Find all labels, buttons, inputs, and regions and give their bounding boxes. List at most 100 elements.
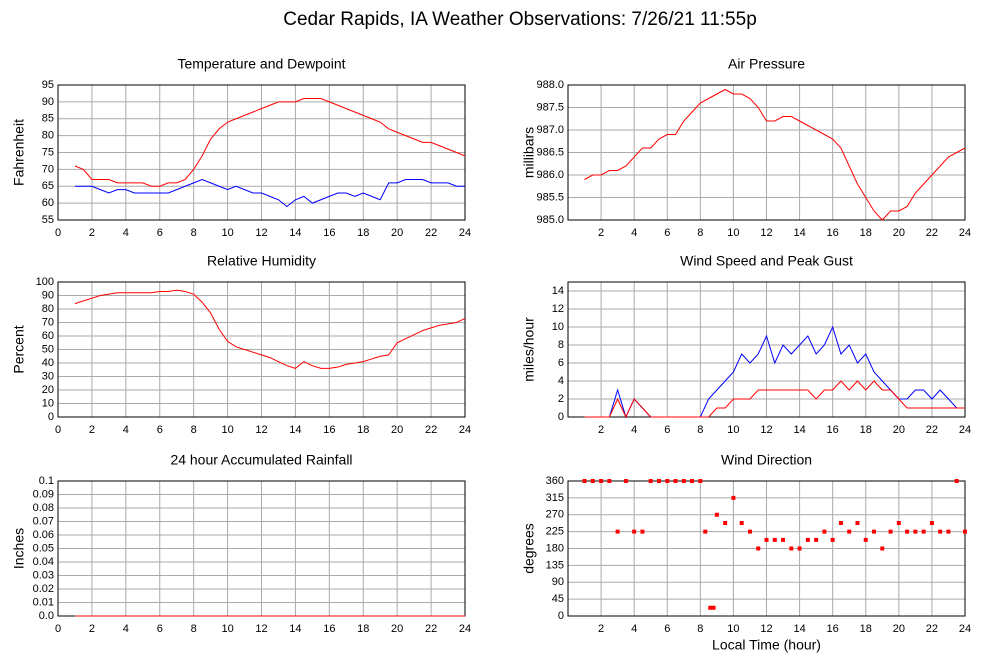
y-tick-label: 0 — [48, 411, 54, 423]
y-tick-label: 4 — [558, 375, 564, 387]
data-point — [822, 529, 827, 534]
x-tick-label: 20 — [893, 424, 905, 436]
data-point — [632, 529, 637, 534]
y-tick-label: 60 — [42, 330, 54, 342]
x-tick-label: 20 — [391, 424, 403, 436]
x-tick-label: 4 — [123, 424, 129, 436]
x-tick-label: 22 — [425, 227, 437, 239]
data-point — [723, 521, 728, 525]
data-point — [880, 546, 885, 551]
data-point — [648, 479, 653, 483]
data-point — [847, 529, 852, 534]
x-tick-label: 8 — [697, 424, 703, 436]
data-point — [703, 529, 708, 534]
x-tick-label: 18 — [860, 227, 872, 239]
y-tick-label: 0.09 — [33, 488, 54, 500]
data-point — [789, 546, 794, 551]
data-point — [714, 512, 719, 517]
x-tick-label: 24 — [459, 227, 471, 239]
x-tick-label: 8 — [191, 623, 197, 635]
y-tick-label: 65 — [42, 180, 54, 192]
y-tick-label: 988.0 — [536, 79, 564, 91]
data-point — [764, 537, 769, 542]
y-tick-label: 75 — [42, 146, 54, 158]
plot-frame — [567, 281, 966, 418]
data-point — [781, 537, 786, 542]
x-tick-label: 8 — [191, 227, 197, 239]
data-line — [74, 178, 465, 208]
x-tick-label: 22 — [926, 227, 938, 239]
y-tick-label: 80 — [42, 303, 54, 315]
y-tick-label: 70 — [42, 163, 54, 175]
x-tick-label: 0 — [55, 623, 61, 635]
y-tick-label: 45 — [552, 593, 564, 605]
y-tick-label: 0.08 — [33, 502, 54, 514]
data-point — [747, 529, 752, 534]
x-tick-label: 10 — [221, 623, 233, 635]
x-tick-label: 22 — [425, 623, 437, 635]
y-tick-label: 55 — [42, 214, 54, 226]
y-tick-label: 0.01 — [33, 596, 54, 608]
plot-frame — [57, 281, 466, 418]
y-tick-label: 8 — [558, 339, 564, 351]
data-point — [921, 529, 926, 534]
y-axis-label: Fahrenheit — [11, 119, 27, 186]
data-point — [954, 479, 959, 483]
x-tick-label: 24 — [459, 623, 471, 635]
data-point — [863, 537, 868, 542]
data-point — [963, 529, 967, 534]
x-tick-label: 22 — [926, 424, 938, 436]
y-tick-label: 60 — [42, 197, 54, 209]
x-tick-label: 14 — [793, 623, 805, 635]
y-tick-label: 985.5 — [536, 191, 564, 203]
data-point — [623, 479, 628, 483]
y-tick-label: 30 — [42, 370, 54, 382]
y-tick-label: 85 — [42, 113, 54, 125]
x-tick-label: 14 — [289, 623, 301, 635]
y-tick-label: 12 — [552, 303, 564, 315]
x-tick-label: 14 — [289, 227, 301, 239]
x-tick-label: 4 — [631, 623, 637, 635]
x-tick-label: 2 — [89, 424, 95, 436]
x-tick-label: 4 — [631, 227, 637, 239]
x-tick-label: 8 — [191, 424, 197, 436]
x-tick-label: 20 — [893, 623, 905, 635]
x-tick-label: 0 — [55, 424, 61, 436]
y-axis-label: Inches — [11, 528, 27, 569]
y-tick-label: 987.5 — [536, 101, 564, 113]
y-tick-label: 0 — [558, 610, 564, 622]
y-tick-label: 270 — [546, 509, 564, 521]
y-tick-label: 40 — [42, 357, 54, 369]
x-tick-label: 6 — [664, 623, 670, 635]
x-tick-label: 10 — [727, 227, 739, 239]
data-point — [905, 529, 910, 534]
data-line — [74, 98, 466, 187]
x-tick-label: 14 — [793, 227, 805, 239]
data-point — [896, 521, 901, 525]
data-point — [681, 479, 686, 483]
x-tick-label: 0 — [55, 227, 61, 239]
x-tick-label: 12 — [760, 424, 772, 436]
y-tick-label: 0 — [558, 411, 564, 423]
data-point — [814, 537, 819, 542]
x-tick-label: 20 — [391, 227, 403, 239]
chart-title: Air Pressure — [728, 56, 805, 72]
y-tick-label: 10 — [42, 397, 54, 409]
y-tick-label: 0.06 — [33, 529, 54, 541]
y-axis-label: millibars — [521, 127, 537, 178]
x-tick-label: 2 — [598, 227, 604, 239]
data-point — [665, 479, 670, 483]
y-tick-label: 95 — [42, 79, 54, 91]
data-point — [830, 537, 835, 542]
y-tick-label: 90 — [42, 96, 54, 108]
y-tick-label: 20 — [42, 384, 54, 396]
data-point — [690, 479, 695, 483]
y-tick-label: 225 — [546, 526, 564, 538]
data-point — [929, 521, 934, 525]
y-tick-label: 985.0 — [536, 214, 564, 226]
x-tick-label: 4 — [123, 623, 129, 635]
data-point — [888, 529, 893, 534]
x-tick-label: 10 — [727, 623, 739, 635]
data-point — [756, 546, 761, 551]
